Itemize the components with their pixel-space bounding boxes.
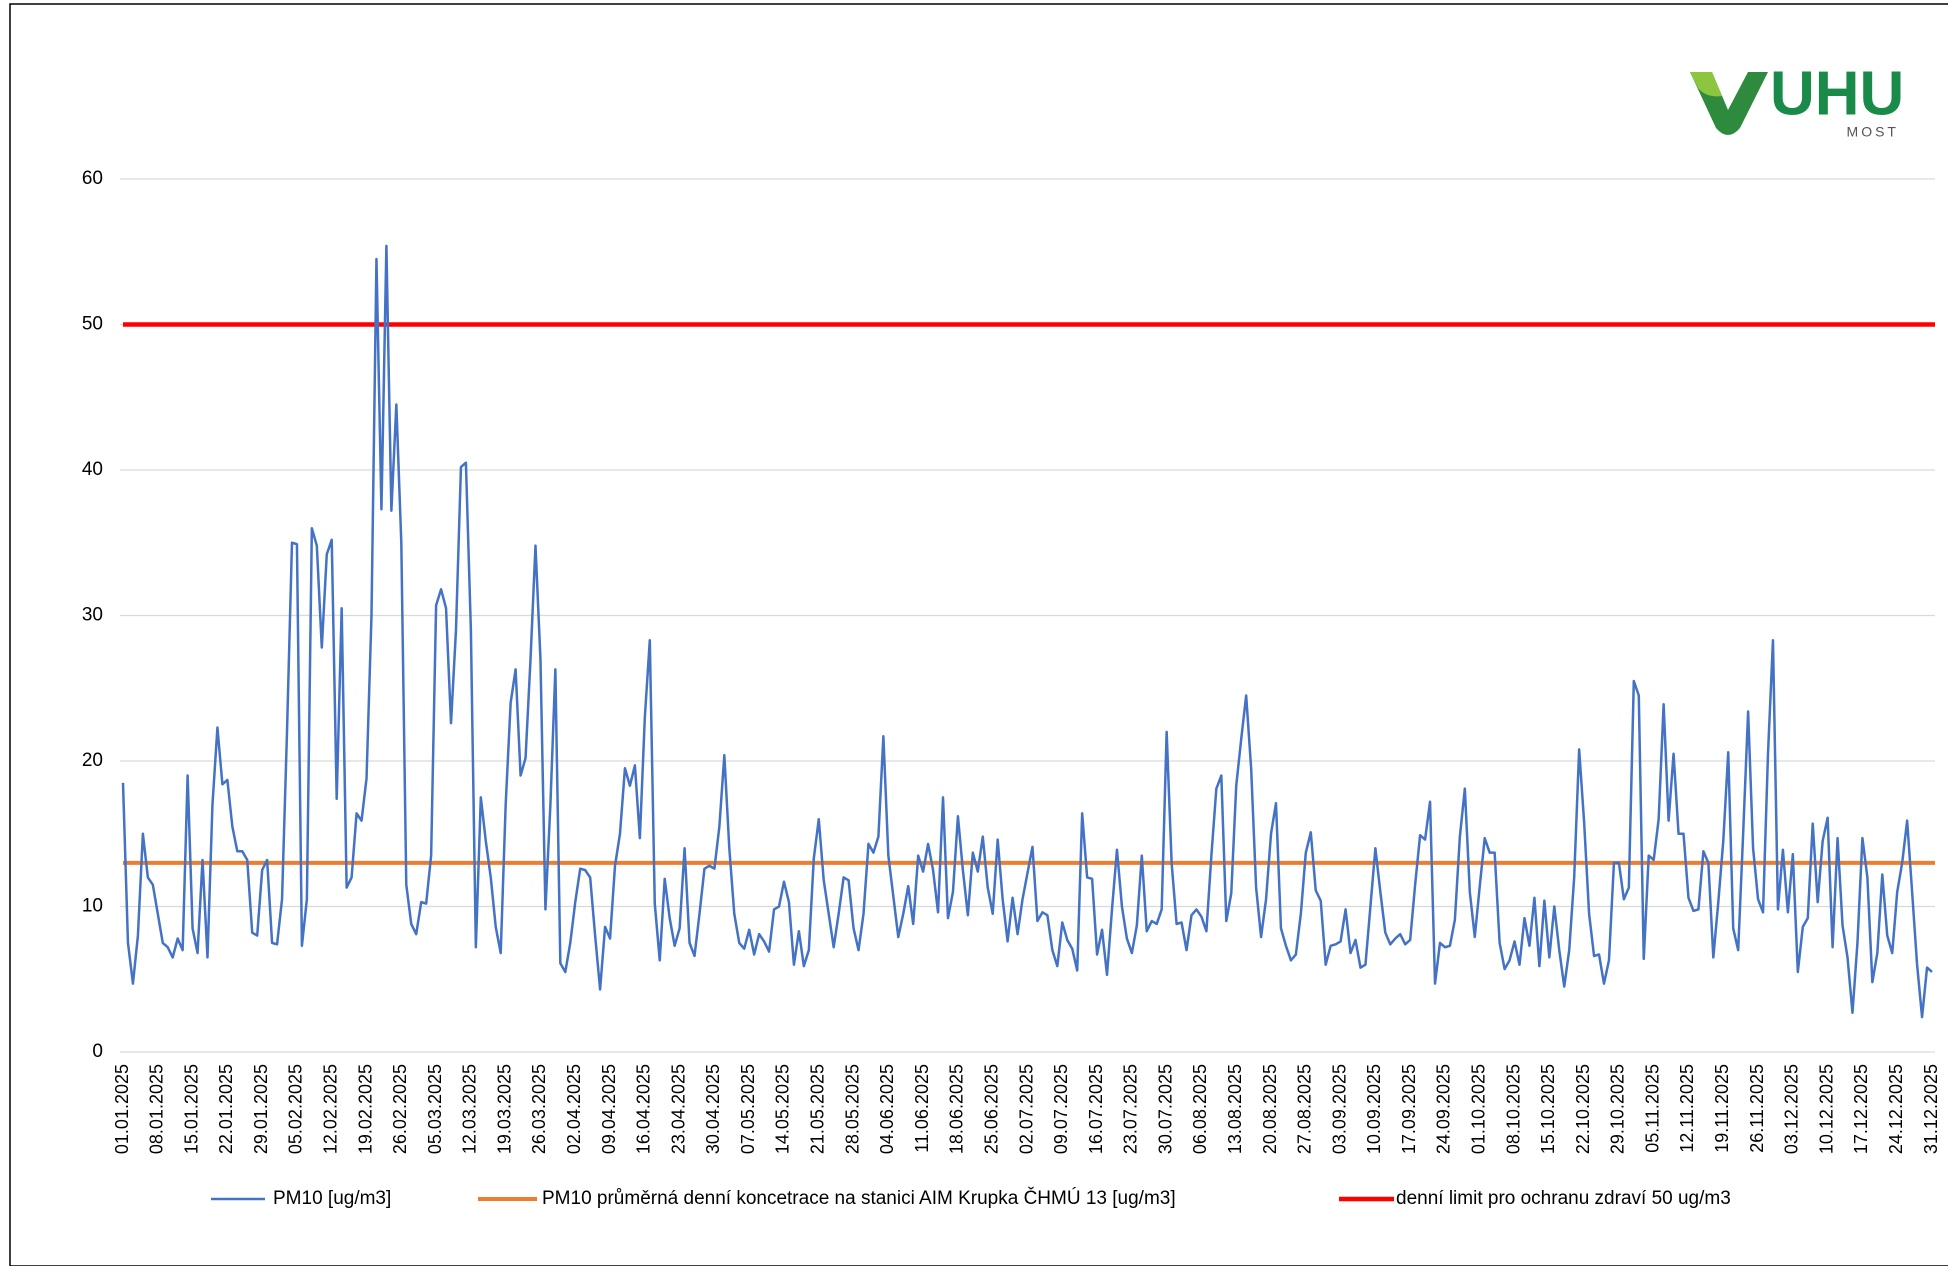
x-tick-label: 26.02.2025 <box>390 1064 410 1154</box>
x-tick-label: 11.06.2025 <box>912 1064 932 1153</box>
x-tick-label: 06.08.2025 <box>1190 1064 1210 1154</box>
x-tick-label: 14.05.2025 <box>773 1064 793 1154</box>
x-tick-label: 16.07.2025 <box>1086 1064 1106 1154</box>
y-tick-label: 20 <box>82 750 103 771</box>
x-tick-label: 19.02.2025 <box>355 1064 375 1154</box>
chart-frame <box>9 3 1948 1266</box>
y-tick-label: 60 <box>82 168 103 189</box>
x-tick-label: 09.04.2025 <box>599 1064 619 1154</box>
x-tick-label: 28.05.2025 <box>842 1064 862 1154</box>
logo: UHU MOST <box>1690 59 1904 140</box>
x-tick-label: 24.12.2025 <box>1886 1064 1906 1154</box>
x-tick-label: 02.04.2025 <box>564 1064 584 1154</box>
x-tick-label: 08.10.2025 <box>1503 1064 1523 1154</box>
x-tick-label: 15.10.2025 <box>1538 1064 1558 1154</box>
x-tick-label: 04.06.2025 <box>877 1064 897 1154</box>
x-tick-label: 19.11.2025 <box>1712 1064 1732 1153</box>
x-tick-label: 12.11.2025 <box>1677 1064 1697 1153</box>
x-tick-label: 18.06.2025 <box>947 1064 967 1154</box>
x-tick-label: 16.04.2025 <box>634 1064 654 1154</box>
y-tick-label: 50 <box>82 314 103 335</box>
x-tick-label: 01.01.2025 <box>112 1064 132 1154</box>
x-tick-label: 07.05.2025 <box>738 1064 758 1154</box>
x-tick-label: 20.08.2025 <box>1260 1064 1280 1154</box>
x-tick-label: 29.01.2025 <box>251 1064 271 1154</box>
data-line <box>121 244 1933 1019</box>
x-tick-label: 09.07.2025 <box>1051 1064 1071 1154</box>
x-tick-label: 24.09.2025 <box>1434 1064 1454 1154</box>
y-tick-label: 0 <box>92 1041 103 1062</box>
x-tick-label: 23.07.2025 <box>1121 1064 1141 1154</box>
x-tick-label: 27.08.2025 <box>1295 1064 1315 1154</box>
x-tick-label: 03.09.2025 <box>1329 1064 1349 1154</box>
y-tick-label: 40 <box>82 459 103 480</box>
x-tick-label: 25.06.2025 <box>981 1064 1001 1154</box>
legend-label: PM10 průměrná denní koncetrace na stanic… <box>542 1187 1176 1209</box>
x-tick-label: 10.12.2025 <box>1816 1064 1836 1154</box>
x-tick-label: 26.11.2025 <box>1747 1064 1767 1153</box>
x-tick-label: 29.10.2025 <box>1608 1064 1628 1154</box>
legend-label: denní limit pro ochranu zdraví 50 ug/m3 <box>1396 1188 1731 1209</box>
x-tick-label: 12.02.2025 <box>320 1064 340 1154</box>
x-tick-label: 15.01.2025 <box>181 1064 201 1154</box>
x-tick-label: 05.11.2025 <box>1642 1064 1662 1153</box>
x-tick-label: 19.03.2025 <box>494 1064 514 1154</box>
logo-icon-leaf <box>1690 72 1722 97</box>
x-tick-label: 30.07.2025 <box>1155 1064 1175 1154</box>
logo-subtext: MOST <box>1847 124 1899 140</box>
x-tick-label: 05.03.2025 <box>425 1064 445 1154</box>
x-tick-label: 26.03.2025 <box>529 1064 549 1154</box>
x-tick-label: 02.07.2025 <box>1016 1064 1036 1154</box>
x-tick-label: 17.09.2025 <box>1399 1064 1419 1154</box>
x-tick-label: 31.12.2025 <box>1921 1064 1941 1154</box>
x-tick-label: 08.01.2025 <box>147 1064 167 1154</box>
x-tick-label: 17.12.2025 <box>1851 1064 1871 1154</box>
x-tick-label: 05.02.2025 <box>286 1064 306 1154</box>
x-tick-label: 22.01.2025 <box>216 1064 236 1154</box>
logo-text: UHU <box>1770 59 1904 128</box>
x-tick-label: 03.12.2025 <box>1782 1064 1802 1154</box>
y-tick-label: 10 <box>82 896 103 917</box>
x-tick-label: 10.09.2025 <box>1364 1064 1384 1154</box>
x-tick-label: 12.03.2025 <box>460 1064 480 1154</box>
x-tick-label: 23.04.2025 <box>668 1064 688 1154</box>
x-tick-label: 22.10.2025 <box>1573 1064 1593 1154</box>
x-tick-label: 01.10.2025 <box>1469 1064 1489 1154</box>
legend-label: PM10 [ug/m3] <box>273 1188 391 1209</box>
x-tick-label: 30.04.2025 <box>703 1064 723 1154</box>
y-tick-label: 30 <box>82 605 103 626</box>
x-tick-label: 13.08.2025 <box>1225 1064 1245 1154</box>
x-tick-label: 21.05.2025 <box>808 1064 828 1154</box>
